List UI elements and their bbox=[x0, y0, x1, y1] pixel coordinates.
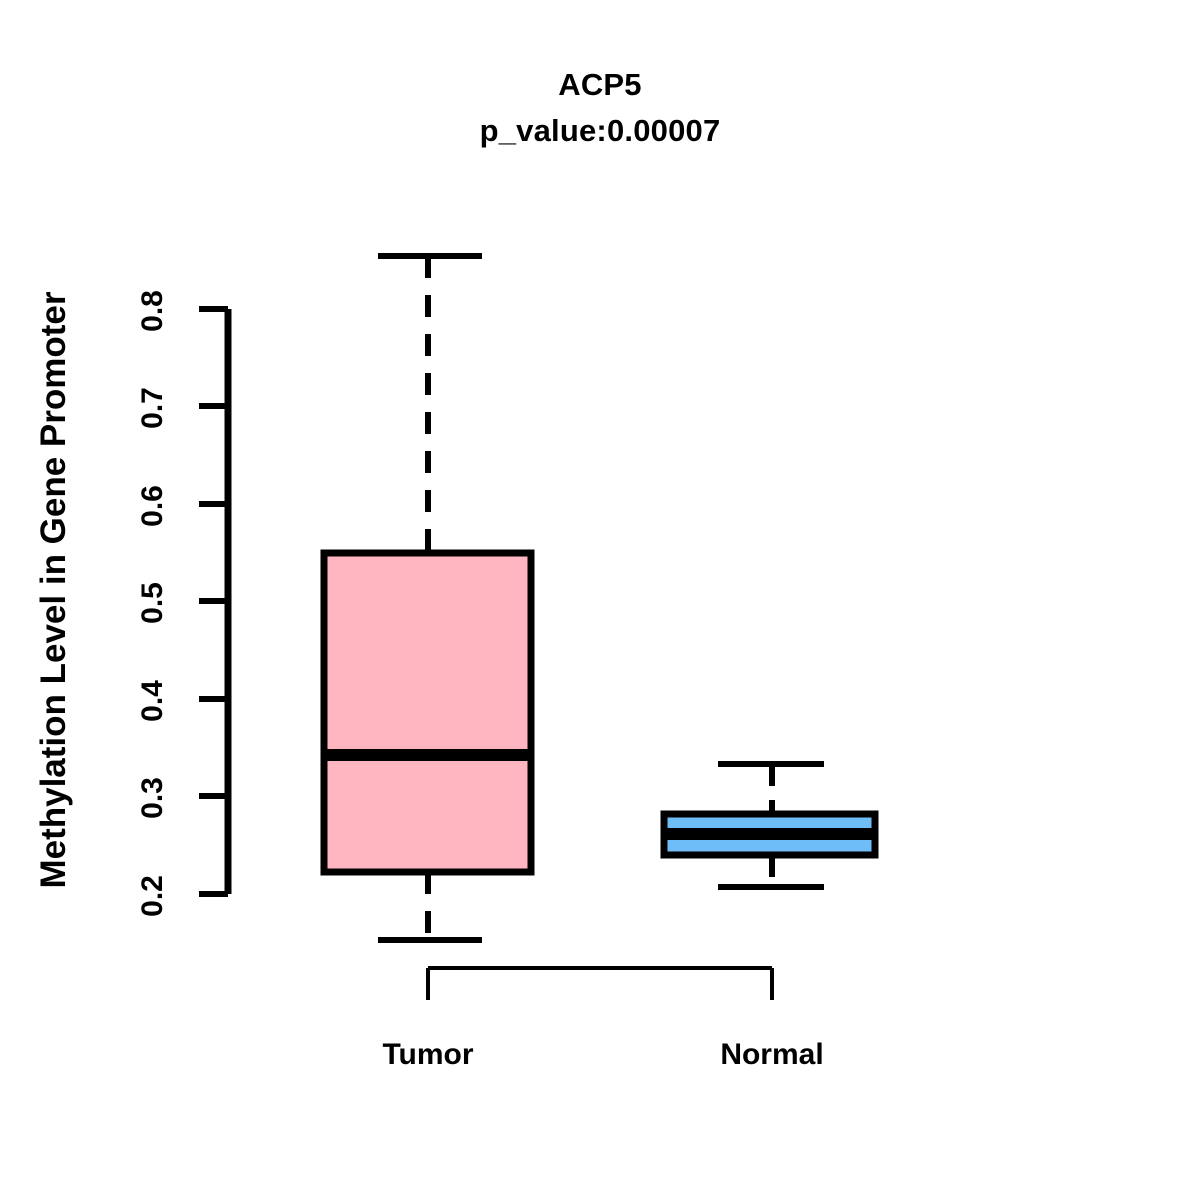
box-rect-tumor bbox=[320, 549, 535, 876]
chart-title-gene: ACP5 bbox=[558, 67, 642, 102]
box-normal bbox=[660, 761, 879, 890]
x-tick-label-tumor: Tumor bbox=[382, 1038, 474, 1071]
x-axis bbox=[426, 966, 774, 1000]
chart-title-pvalue: p_value:0.00007 bbox=[479, 113, 721, 148]
chart-title: ACP5 p_value:0.00007 bbox=[0, 62, 1200, 154]
box-tumor bbox=[320, 253, 535, 943]
x-tick-label-normal: Normal bbox=[720, 1038, 824, 1071]
y-axis bbox=[199, 306, 232, 897]
